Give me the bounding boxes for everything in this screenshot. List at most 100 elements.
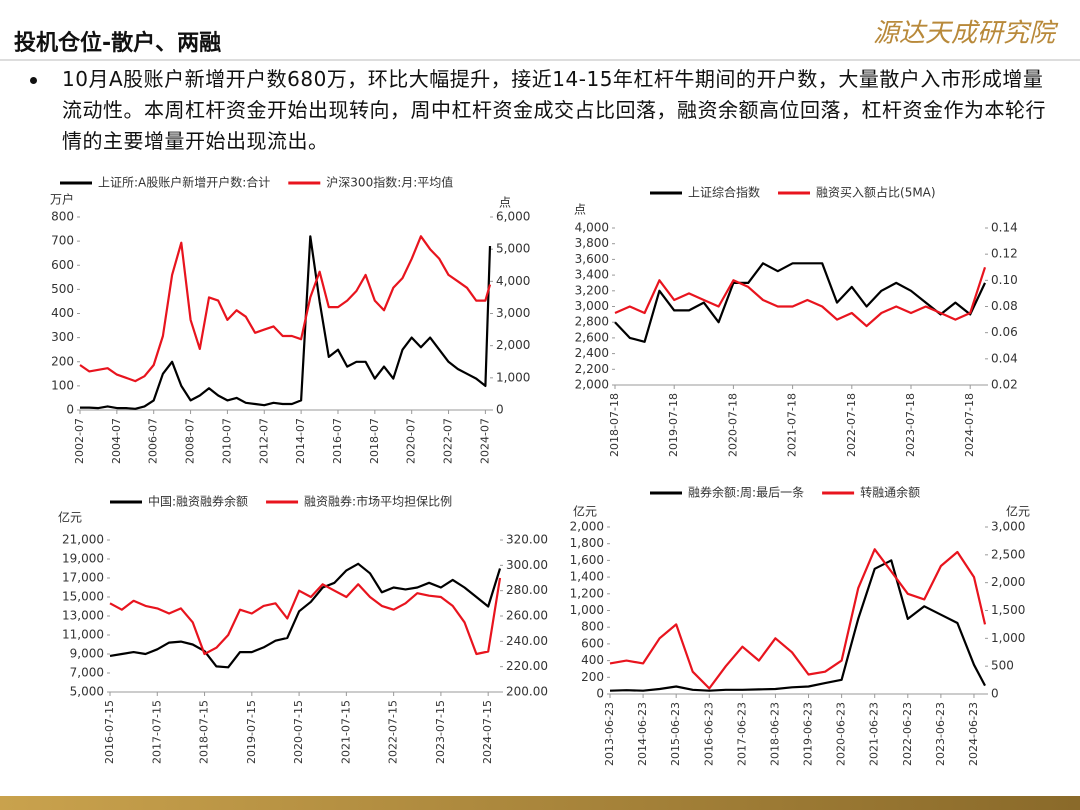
x-tick-label: 2018-06-23 xyxy=(768,702,781,766)
y2-tick-label: 1,000 xyxy=(496,370,530,384)
x-tick-label: 2020-07-15 xyxy=(292,700,305,764)
y-tick-label: 17,000 xyxy=(62,571,104,585)
y-tick-label: 4,000 xyxy=(575,221,609,235)
y-tick-label: 3,200 xyxy=(575,283,609,297)
y2-tick-label: 1,000 xyxy=(991,631,1025,645)
y2-tick-label: 0.12 xyxy=(991,247,1018,261)
y-tick-label: 800 xyxy=(581,620,604,634)
y-tick-label: 0 xyxy=(596,687,604,701)
x-tick-label: 2017-07-15 xyxy=(150,700,163,764)
y-tick-label: 2,400 xyxy=(575,346,609,360)
y2-tick-label: 0.14 xyxy=(991,221,1018,235)
x-tick-label: 2016-06-23 xyxy=(702,702,715,766)
x-tick-label: 2022-06-23 xyxy=(901,702,914,766)
x-tick-label: 2019-06-23 xyxy=(802,702,815,766)
legend-label: 融资融券:市场平均担保比例 xyxy=(304,494,452,509)
bullet-text: 10月A股账户新增开户数680万，环比大幅提升，接近14-15年杠杆牛期间的开户… xyxy=(62,67,1046,153)
bullet-dot xyxy=(30,77,37,84)
legend-label: 沪深300指数:月:平均值 xyxy=(326,175,453,190)
series-line xyxy=(614,262,986,343)
charts: 万户 点010020030040050060070080001,0002,0003… xyxy=(50,175,1030,766)
x-tick-label: 2018-07 xyxy=(368,418,381,464)
y-tick-label: 0 xyxy=(66,403,74,417)
x-tick-label: 2022-07-15 xyxy=(387,700,400,764)
y2-tick-label: 240.00 xyxy=(506,634,548,648)
y2-tick-label: 5,000 xyxy=(496,242,530,256)
y2-tick-label: 0 xyxy=(991,687,999,701)
x-tick-label: 2017-06-23 xyxy=(735,702,748,766)
y-tick-label: 15,000 xyxy=(62,590,104,604)
x-tick-label: 2012-07 xyxy=(257,418,270,464)
x-tick-label: 2006-07 xyxy=(147,418,160,464)
y2-tick-label: 280.00 xyxy=(506,583,548,597)
y2-tick-label: 4,000 xyxy=(496,274,530,288)
x-tick-label: 2020-06-23 xyxy=(835,702,848,766)
series-line xyxy=(609,559,986,692)
x-tick-label: 2019-07-15 xyxy=(245,700,258,764)
series-line xyxy=(109,562,502,669)
legend-label: 转融通余额 xyxy=(860,485,920,500)
y-tick-label: 600 xyxy=(581,636,604,650)
y2-tick-label: 200.00 xyxy=(506,685,548,699)
y2-tick-label: 1,500 xyxy=(991,603,1025,617)
y2-tick-label: 0.08 xyxy=(991,299,1018,313)
x-tick-label: 2024-06-23 xyxy=(967,702,980,766)
y2-tick-label: 6,000 xyxy=(496,210,530,224)
y-tick-label: 2,000 xyxy=(575,378,609,392)
x-tick-label: 2016-07-15 xyxy=(103,700,116,764)
y2-tick-label: 0.06 xyxy=(991,325,1018,339)
legend-label: 中国:融资融券余额 xyxy=(148,494,248,509)
y-tick-label: 1,400 xyxy=(570,570,604,584)
y-tick-label: 2,200 xyxy=(575,362,609,376)
x-tick-label: 2018-07-18 xyxy=(608,393,621,457)
x-tick-label: 2023-07-18 xyxy=(904,393,917,457)
y2-tick-label: 2,000 xyxy=(496,338,530,352)
y-unit: 亿元 xyxy=(58,510,82,525)
series-line xyxy=(614,266,987,328)
y-tick-label: 800 xyxy=(51,210,74,224)
y-tick-label: 1,000 xyxy=(570,603,604,617)
x-tick-label: 2013-06-23 xyxy=(603,702,616,766)
x-tick-label: 2021-07-18 xyxy=(786,393,799,457)
x-tick-label: 2024-07-15 xyxy=(481,700,494,764)
y2-tick-label: 2,000 xyxy=(991,575,1025,589)
y-tick-label: 3,000 xyxy=(575,299,609,313)
y-tick-label: 19,000 xyxy=(62,552,104,566)
x-tick-label: 2020-07-18 xyxy=(726,393,739,457)
y2-unit: 点 xyxy=(499,196,511,210)
y2-tick-label: 0.10 xyxy=(991,273,1018,287)
y-unit: 万户 xyxy=(50,192,74,207)
x-tick-label: 2015-06-23 xyxy=(669,702,682,766)
y-tick-label: 5,000 xyxy=(70,685,104,699)
x-tick-label: 2014-07 xyxy=(294,418,307,464)
x-tick-label: 2021-07-15 xyxy=(339,700,352,764)
y2-tick-label: 3,000 xyxy=(496,306,530,320)
y-tick-label: 3,400 xyxy=(575,268,609,282)
x-tick-label: 2002-07 xyxy=(73,418,86,464)
y2-unit: 亿元 xyxy=(1006,504,1030,519)
y-tick-label: 700 xyxy=(51,234,74,248)
y-tick-label: 9,000 xyxy=(70,647,104,661)
y2-tick-label: 0.02 xyxy=(991,378,1018,392)
x-tick-label: 2010-07 xyxy=(220,418,233,464)
y-tick-label: 11,000 xyxy=(62,628,104,642)
y-tick-label: 200 xyxy=(51,354,74,368)
y2-tick-label: 2,500 xyxy=(991,547,1025,561)
y-tick-label: 200 xyxy=(581,670,604,684)
y-tick-label: 2,600 xyxy=(575,330,609,344)
y-tick-label: 13,000 xyxy=(62,609,104,623)
x-tick-label: 2004-07 xyxy=(110,418,123,464)
x-tick-label: 2018-07-15 xyxy=(198,700,211,764)
x-tick-label: 2020-07 xyxy=(405,418,418,464)
y2-tick-label: 300.00 xyxy=(506,558,548,572)
footer-band xyxy=(0,796,1080,810)
y-tick-label: 3,600 xyxy=(575,252,609,266)
y-tick-label: 2,800 xyxy=(575,315,609,329)
logo: 源达天成研究院 xyxy=(873,19,1059,49)
y-tick-label: 400 xyxy=(51,306,74,320)
x-tick-label: 2021-06-23 xyxy=(868,702,881,766)
series-line xyxy=(80,235,492,410)
y-tick-label: 7,000 xyxy=(70,666,104,680)
y-tick-label: 300 xyxy=(51,330,74,344)
x-tick-label: 2024-07 xyxy=(478,418,491,464)
